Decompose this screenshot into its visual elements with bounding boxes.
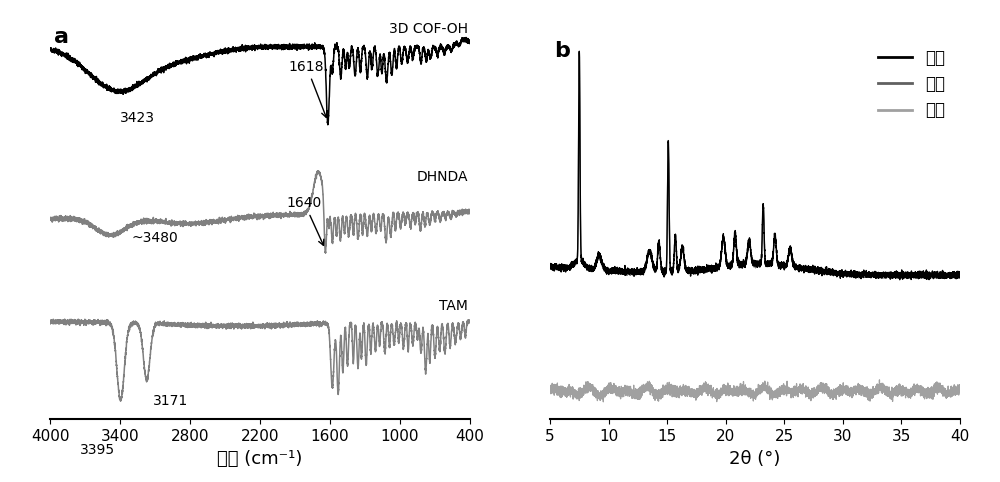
Text: ~3480: ~3480: [132, 231, 178, 245]
Text: 3171: 3171: [153, 394, 188, 408]
Text: 3423: 3423: [120, 111, 155, 125]
X-axis label: 2θ (°): 2θ (°): [729, 450, 781, 468]
Text: 3D COF-OH: 3D COF-OH: [389, 22, 468, 36]
Legend: 实验, 精修, 误差: 实验, 精修, 误差: [872, 42, 952, 126]
Text: 3395: 3395: [80, 443, 115, 457]
Text: DHNDA: DHNDA: [416, 170, 468, 184]
Text: 1640: 1640: [287, 196, 324, 245]
Text: a: a: [54, 27, 69, 47]
X-axis label: 波数 (cm⁻¹): 波数 (cm⁻¹): [217, 450, 303, 468]
Text: 1618: 1618: [289, 60, 327, 118]
Text: b: b: [554, 41, 570, 61]
Text: TAM: TAM: [439, 298, 468, 313]
